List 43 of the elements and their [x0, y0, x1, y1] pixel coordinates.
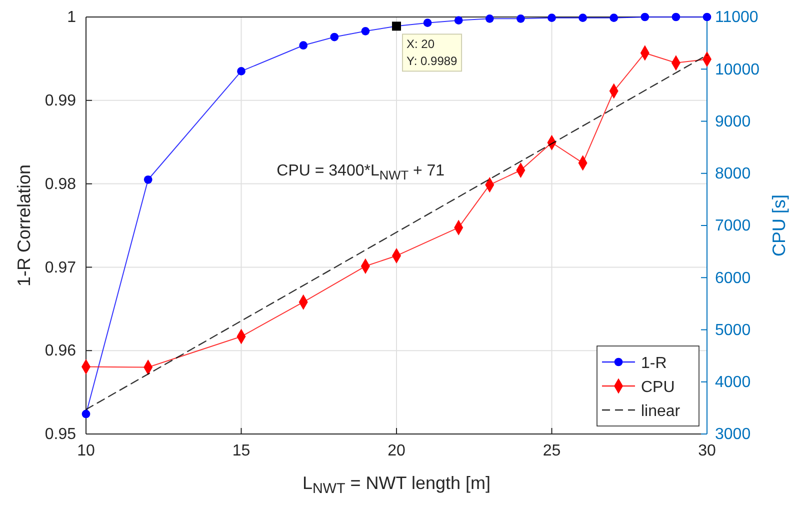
point [640, 12, 650, 22]
x-tick-label: 25 [542, 442, 561, 460]
x-tick-label: 15 [232, 442, 250, 460]
point [82, 410, 90, 418]
y2-tick-label: 6000 [715, 270, 751, 287]
x-tick-label: 10 [77, 442, 95, 460]
annotation: X: 20 Y: 0.9989 [406, 37, 458, 68]
point [548, 14, 556, 22]
x-tick-label: 20 [388, 442, 406, 460]
point [485, 14, 494, 23]
point [299, 41, 308, 50]
y-tick-label: 0.97 [44, 259, 76, 276]
point [237, 67, 246, 76]
point [330, 32, 339, 42]
legend-label: CPU [641, 379, 675, 396]
y-tick-label: 0.95 [44, 426, 76, 444]
point [423, 18, 432, 28]
point [578, 14, 587, 22]
y2-tick-label: 11000 [715, 9, 758, 26]
point [516, 14, 525, 23]
legend-label: 1-R [641, 355, 667, 372]
y2-tick-label: 5000 [715, 322, 751, 339]
annotation: CPU = 3400*L$_{NWT}$ + 71 [276, 162, 445, 182]
point [454, 16, 463, 25]
y2-tick-label: 10000 [715, 61, 760, 78]
point [144, 175, 152, 184]
y2-axis-title: CPU [s] [769, 194, 789, 257]
y-tick-label: 0.98 [44, 176, 76, 193]
y-tick-label: 0.96 [44, 342, 76, 360]
point [610, 14, 618, 22]
y2-tick-label: 9000 [715, 113, 751, 130]
y2-tick-label: 7000 [715, 218, 751, 235]
point [361, 27, 370, 36]
x-tick-label: 30 [698, 442, 716, 460]
y2-tick-label: 3000 [715, 426, 751, 444]
y-tick-label: 1 [67, 9, 76, 26]
point [672, 12, 680, 22]
y2-tick-label: 8000 [715, 165, 751, 182]
y-axis-title: 1-R Correlation [14, 164, 34, 287]
y2-tick-label: 4000 [715, 374, 751, 391]
y-tick-label: 0.99 [44, 92, 76, 110]
legend-label: linear [641, 403, 681, 420]
x-axis-title: L$_{NWT}$ = NWT length [m] [302, 473, 490, 498]
